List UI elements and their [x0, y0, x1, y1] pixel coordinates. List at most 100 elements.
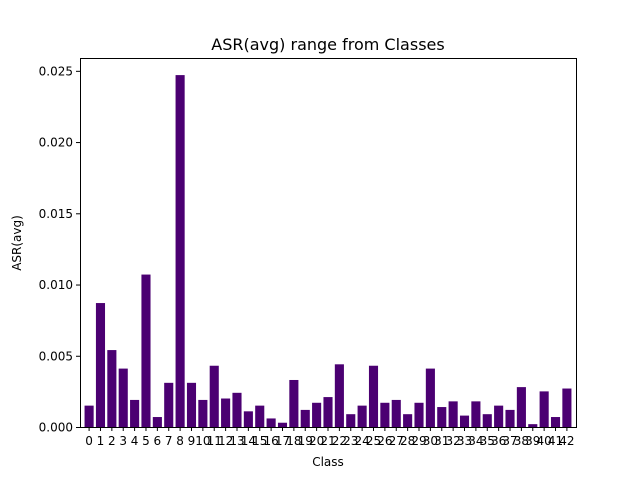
x-tick-label: 18 [286, 434, 301, 448]
bar-24 [357, 405, 367, 427]
y-tick-label: 0.010 [39, 278, 73, 292]
x-tick-label: 25 [366, 434, 381, 448]
x-tick-label: 1 [97, 434, 105, 448]
bar-38 [516, 387, 526, 427]
x-tick-label: 7 [165, 434, 173, 448]
x-tick-label: 36 [491, 434, 506, 448]
x-tick-label: 39 [525, 434, 540, 448]
x-axis-label: Class [312, 455, 344, 469]
x-tick-label: 2 [108, 434, 116, 448]
bar-34 [471, 401, 481, 427]
bar-17 [277, 422, 288, 427]
x-tick-label: 3 [119, 434, 127, 448]
bar-41 [550, 417, 561, 427]
bar-2 [107, 350, 117, 427]
x-tick-label: 26 [377, 434, 392, 448]
bar-5 [141, 274, 151, 427]
y-tick-label: 0.000 [39, 421, 73, 435]
x-tick-label: 41 [548, 434, 563, 448]
bar-12 [221, 398, 231, 427]
x-axis: 0 1 2 3 4 5 6 7 8 9 101112131415161718192021222324… [85, 427, 575, 448]
x-tick-label: 9 [188, 434, 196, 448]
x-tick-label: 19 [298, 434, 313, 448]
x-tick-label: 30 [423, 434, 438, 448]
x-tick-label: 38 [514, 434, 529, 448]
bar-7 [164, 382, 174, 427]
bar-39 [528, 424, 538, 427]
y-axis: 0.000 0.005 0.010 0.015 0.020 0.025 [39, 64, 80, 435]
x-tick-label: 29 [411, 434, 426, 448]
bar-23 [346, 414, 356, 427]
x-tick-label: 22 [332, 434, 347, 448]
x-tick-label: 0 [85, 434, 93, 448]
bar-1 [95, 303, 106, 427]
bar-16 [266, 418, 276, 427]
bar-27 [391, 399, 401, 427]
bar-26 [380, 402, 390, 427]
bar-29 [414, 402, 424, 427]
x-tick-label: 20 [309, 434, 324, 448]
bar-13 [232, 392, 242, 427]
x-tick-label: 13 [229, 434, 244, 448]
x-tick-label: 31 [434, 434, 449, 448]
bar-0 [84, 405, 94, 427]
bar-19 [300, 409, 310, 427]
x-tick-label: 5 [142, 434, 150, 448]
bar-36 [494, 405, 504, 427]
bar-32 [448, 401, 458, 427]
bar-15 [255, 405, 265, 427]
bar-22 [334, 364, 344, 427]
x-tick-label: 28 [400, 434, 415, 448]
x-tick-label: 37 [502, 434, 517, 448]
x-tick-label: 12 [218, 434, 233, 448]
bar-28 [403, 414, 413, 427]
x-tick-label: 34 [468, 434, 483, 448]
y-tick-label: 0.025 [39, 64, 73, 78]
chart-title: ASR(avg) range from Classes [211, 35, 444, 54]
x-tick-label: 4 [131, 434, 139, 448]
x-tick-label: 14 [241, 434, 256, 448]
x-tick-label: 16 [263, 434, 278, 448]
bar-35 [482, 414, 492, 427]
bar-18 [289, 379, 299, 427]
x-tick-label: 11 [207, 434, 222, 448]
y-tick-label: 0.020 [39, 136, 73, 150]
x-tick-label: 17 [275, 434, 290, 448]
bar-42 [562, 388, 572, 427]
x-tick-label: 23 [343, 434, 358, 448]
x-tick-label: 42 [559, 434, 574, 448]
bar-14 [243, 411, 253, 427]
bar-9 [186, 382, 197, 427]
x-tick-label: 21 [320, 434, 335, 448]
bar-21 [323, 397, 333, 427]
x-tick-label: 8 [176, 434, 184, 448]
bar-10 [198, 399, 208, 427]
bar-25 [368, 365, 379, 427]
x-tick-label: 27 [389, 434, 404, 448]
y-axis-label: ASR(avg) [10, 215, 24, 271]
bar-4 [130, 399, 140, 427]
x-tick-label: 35 [480, 434, 495, 448]
x-tick-label: 40 [537, 434, 552, 448]
bar-8 [175, 75, 185, 427]
x-tick-label: 15 [252, 434, 267, 448]
y-tick-label: 0.005 [39, 349, 73, 363]
bar-6 [152, 417, 162, 427]
bar-33 [459, 415, 470, 427]
bar-11 [209, 365, 219, 427]
x-tick-label: 33 [457, 434, 472, 448]
x-tick-label: 6 [154, 434, 162, 448]
bar-3 [118, 368, 128, 427]
y-tick-label: 0.015 [39, 207, 73, 221]
x-tick-label: 32 [445, 434, 460, 448]
plot-frame [80, 58, 577, 428]
bar-40 [539, 391, 549, 427]
bar-30 [425, 368, 435, 427]
x-tick-label: 24 [354, 434, 369, 448]
x-tick-label: 10 [195, 434, 210, 448]
bar-20 [312, 402, 322, 427]
bar-31 [437, 407, 447, 427]
bar-37 [505, 409, 515, 427]
bars-group [84, 75, 572, 427]
